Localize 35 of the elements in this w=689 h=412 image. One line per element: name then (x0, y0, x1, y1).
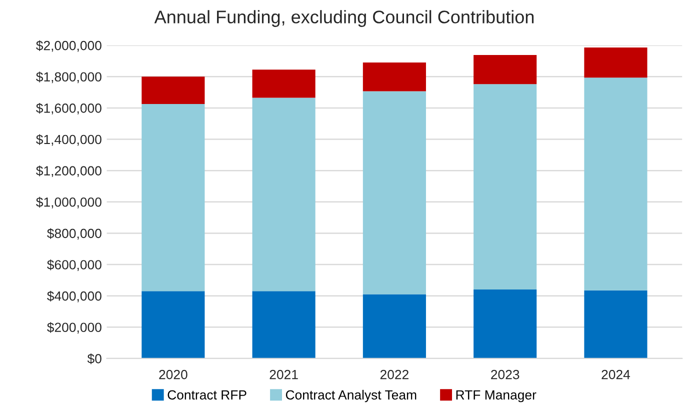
legend-label: Contract RFP (168, 390, 246, 400)
bar (584, 48, 648, 78)
x-tick-label: 2024 (602, 370, 630, 380)
y-tick-label: $1,000,000 (36, 196, 102, 208)
y-tick-label: $2,000,000 (36, 40, 102, 52)
bar (252, 291, 316, 358)
bar (362, 91, 426, 294)
y-tick-label: $1,600,000 (36, 102, 102, 114)
legend-label: Contract Analyst Team (286, 390, 416, 402)
y-tick-label: $1,400,000 (36, 134, 102, 146)
y-tick-label: $600,000 (47, 260, 102, 271)
bar (252, 98, 316, 292)
bar (474, 55, 537, 84)
bar (362, 62, 426, 92)
y-tick-label: $800,000 (47, 228, 102, 240)
bar (142, 104, 205, 292)
bar (474, 84, 537, 290)
legend-label: RTF Manager (456, 390, 536, 402)
x-tick-label: 2023 (491, 370, 520, 380)
y-tick-label: $400,000 (47, 290, 102, 302)
y-tick-label: $200,000 (47, 322, 102, 334)
bar (142, 291, 205, 358)
bar (584, 290, 648, 358)
x-tick-label: 2021 (270, 370, 298, 380)
y-tick-label: $1,200,000 (36, 166, 102, 178)
bar (362, 294, 426, 358)
bar (142, 76, 205, 104)
bar (252, 70, 316, 98)
chart-title: Annual Funding, excluding Council Contribution (154, 10, 534, 27)
bar (584, 78, 648, 290)
x-tick-label: 2022 (380, 370, 408, 380)
y-tick-label: $0 (87, 353, 102, 364)
y-tick-label: $1,800,000 (36, 72, 102, 84)
bar (474, 290, 537, 358)
x-tick-label: 2020 (159, 370, 188, 380)
